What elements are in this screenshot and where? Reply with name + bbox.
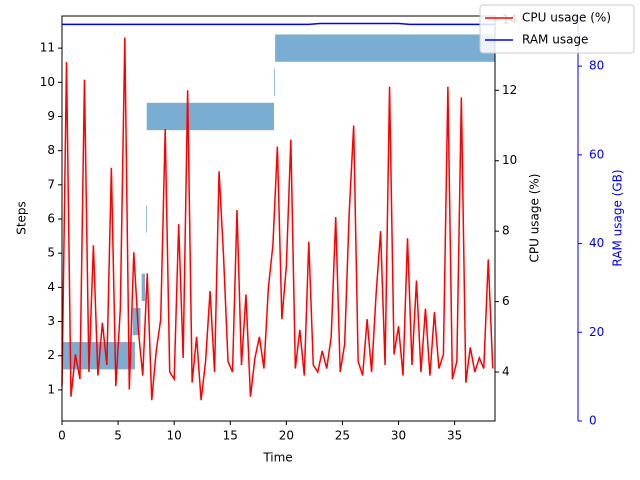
- x-tick-label: 0: [58, 429, 66, 443]
- y-tick-label: 6: [47, 212, 55, 226]
- y-tick-label: 7: [47, 177, 55, 191]
- step-bar: [274, 68, 275, 96]
- line-series: [61, 37, 494, 401]
- x-tick-label: 15: [223, 429, 238, 443]
- x-axis-label: Time: [262, 451, 292, 465]
- y2-tick-label: 8: [502, 224, 510, 238]
- legend-label: CPU usage (%): [522, 11, 611, 25]
- y3-tick-label: 60: [589, 147, 604, 161]
- x-tick-label: 5: [114, 429, 122, 443]
- step-bar: [146, 205, 147, 233]
- x-tick-label: 35: [447, 429, 462, 443]
- y3-tick-label: 40: [589, 236, 604, 250]
- y-tick-label: 11: [40, 41, 55, 55]
- x-tick-label: 25: [335, 429, 350, 443]
- step-bar: [141, 273, 146, 302]
- y-tick-label: 5: [47, 246, 55, 260]
- line-series: [62, 22, 495, 26]
- y3-axis-label: RAM usage (GB): [611, 169, 625, 266]
- legend-label: RAM usage: [522, 33, 588, 47]
- y3-tick-label: 80: [589, 59, 604, 73]
- y2-tick-label: 4: [502, 365, 510, 379]
- y2-tick-label: 6: [502, 294, 510, 308]
- y2-tick-label: 12: [502, 83, 517, 97]
- y-tick-label: 4: [47, 280, 55, 294]
- y-tick-label: 3: [47, 314, 55, 328]
- y3-tick-label: 0: [589, 414, 597, 428]
- y-axis-label: Steps: [15, 201, 29, 235]
- y3-tick-label: 20: [589, 325, 604, 339]
- plot-frame: [61, 15, 496, 422]
- step-bar: [146, 102, 275, 131]
- x-tick-label: 20: [279, 429, 294, 443]
- x-tick-label: 10: [167, 429, 182, 443]
- x-tick-label: 30: [391, 429, 406, 443]
- y2-axis-label: CPU usage (%): [528, 173, 542, 262]
- step-bar: [275, 34, 495, 62]
- y-tick-label: 1: [47, 382, 55, 396]
- y-tick-label: 2: [47, 348, 55, 362]
- legend-box: [479, 4, 635, 54]
- y-tick-label: 10: [40, 75, 55, 89]
- y-tick-label: 9: [47, 109, 55, 123]
- step-bar: [132, 307, 141, 336]
- y2-tick-label: 10: [502, 153, 517, 167]
- y-tick-label: 8: [47, 143, 55, 157]
